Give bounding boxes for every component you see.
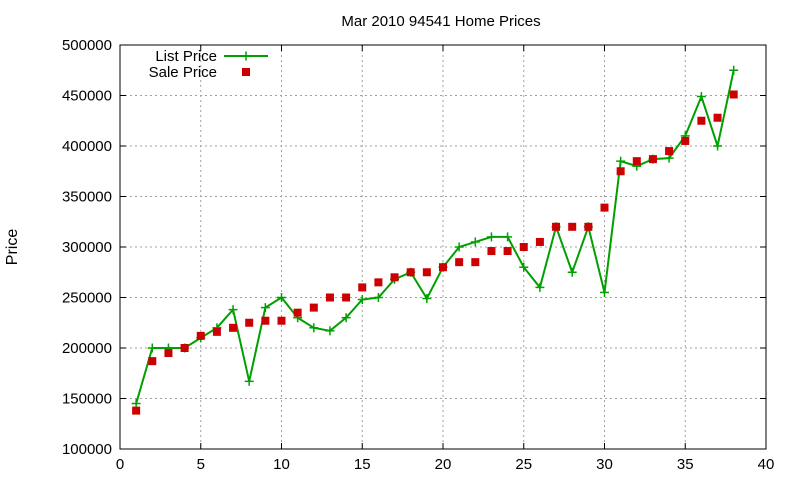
list-price-point [147, 343, 157, 353]
list-price-point [244, 376, 254, 386]
list-price-point [696, 92, 706, 102]
sale-price-point [132, 406, 141, 415]
x-tick-label: 15 [354, 456, 371, 473]
sale-price-point [713, 113, 722, 122]
y-tick-label: 300000 [62, 239, 112, 256]
list-price-point [535, 282, 545, 292]
series-list-price [131, 65, 739, 409]
list-price-line [135, 70, 735, 404]
sale-price-point [455, 258, 464, 267]
list-price-point [616, 156, 626, 166]
list-price-point [503, 232, 513, 242]
sale-price-point [406, 268, 415, 277]
x-tick-label: 5 [197, 456, 205, 473]
sale-price-point [196, 331, 205, 340]
list-price-point [277, 293, 286, 302]
sale-price-point [212, 327, 221, 336]
sale-price-point [422, 268, 431, 277]
list-price-point [470, 237, 480, 247]
sale-price-point [309, 303, 318, 312]
y-tick-label: 350000 [62, 189, 112, 206]
series-sale-price [132, 90, 738, 415]
x-tick-label: 40 [758, 456, 775, 473]
grid [120, 45, 766, 449]
legend-swatch-marker [241, 51, 251, 61]
list-price-point [454, 242, 464, 252]
legend-label: List Price [155, 48, 217, 65]
sale-price-point [632, 157, 641, 166]
x-tick-label: 25 [515, 456, 532, 473]
list-price-point [131, 399, 141, 409]
y-tick-label: 150000 [62, 391, 112, 408]
sale-price-point [229, 323, 238, 332]
sale-price-point [277, 316, 286, 325]
sale-price-point [665, 147, 674, 156]
list-price-point [664, 153, 674, 163]
list-price-point [228, 305, 238, 315]
sale-price-point [261, 316, 270, 325]
list-price-point [357, 295, 367, 305]
x-tick-label: 20 [435, 456, 452, 473]
list-price-point [325, 326, 335, 336]
list-price-point [713, 141, 723, 151]
list-price-point [422, 294, 432, 304]
y-tick-label: 200000 [62, 340, 112, 357]
axes: 0 5 10 15 20 25 30 35 40 100000 150000 200000 250000… [62, 37, 774, 473]
list-price-point [519, 262, 529, 272]
list-price-point [600, 287, 609, 297]
sale-price-point [325, 293, 334, 302]
sale-price-point [471, 258, 480, 267]
list-price-point [341, 313, 351, 323]
sale-price-point [503, 247, 512, 256]
sale-price-point [600, 203, 609, 212]
list-price-point [567, 267, 577, 277]
list-price-point [486, 232, 496, 242]
x-tick-label: 0 [116, 456, 124, 473]
sale-price-point [568, 222, 577, 231]
sale-price-point [681, 136, 690, 145]
y-tick-label: 500000 [62, 37, 112, 54]
list-price-point [260, 303, 270, 313]
sale-price-point [293, 308, 302, 317]
y-tick-label: 400000 [62, 138, 112, 155]
sale-price-point [164, 349, 173, 358]
sale-price-point [729, 90, 738, 99]
sale-price-point [245, 318, 254, 327]
y-tick-label: 250000 [62, 290, 112, 307]
sale-price-point [439, 263, 447, 272]
sale-price-point [390, 273, 399, 282]
legend-swatch-marker [242, 68, 250, 76]
sale-price-point [358, 283, 367, 292]
x-tick-label: 10 [273, 456, 290, 473]
sale-price-point [342, 293, 351, 302]
list-price-point [309, 323, 319, 333]
sale-price-point [697, 116, 706, 125]
y-tick-label: 450000 [62, 88, 112, 105]
x-tick-label: 35 [677, 456, 694, 473]
sale-price-point [552, 222, 561, 231]
sale-price-point [584, 222, 593, 231]
series [131, 65, 739, 415]
list-price-point [729, 65, 739, 75]
sale-price-point [180, 344, 189, 352]
x-tick-label: 30 [596, 456, 613, 473]
sale-price-point [616, 167, 625, 176]
sale-price-point [487, 247, 496, 256]
sale-price-point [148, 357, 157, 366]
sale-price-point [519, 243, 528, 251]
y-axis-label: Price [4, 229, 21, 266]
legend-label: Sale Price [149, 64, 217, 81]
list-price-point [373, 293, 383, 302]
y-tick-label: 100000 [62, 441, 112, 458]
chart-title: Mar 2010 94541 Home Prices [341, 13, 540, 30]
sale-price-point [535, 237, 544, 246]
sale-price-point [374, 278, 383, 287]
sale-price-point [648, 155, 657, 164]
